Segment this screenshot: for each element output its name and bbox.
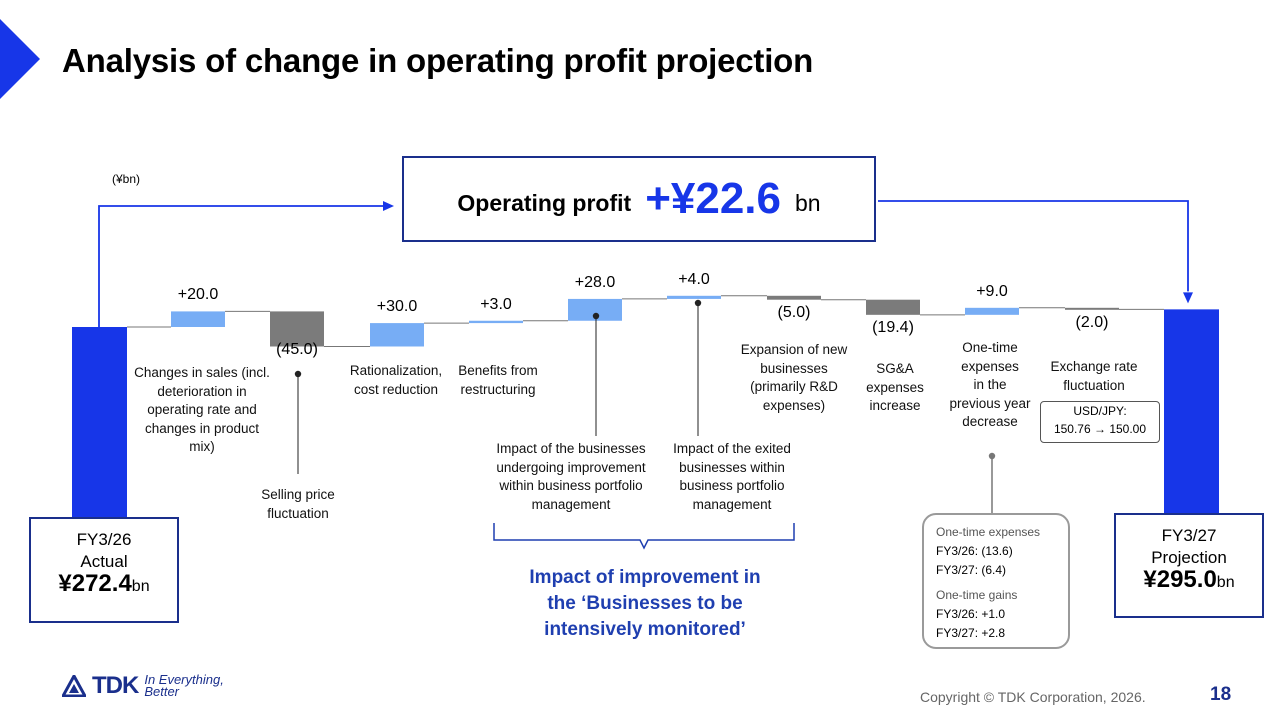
grouping-brace (493, 523, 795, 550)
fx-rate-values: 150.76 → 150.00 (1053, 422, 1147, 436)
waterfall-bar (270, 311, 324, 347)
leader-dot (592, 312, 600, 320)
waterfall-bar (767, 295, 821, 300)
arrow-head-down (1183, 292, 1193, 304)
tdk-emblem-icon (62, 675, 86, 697)
start-unit: bn (131, 578, 150, 595)
page-title: Analysis of change in operating profit p… (62, 42, 814, 79)
waterfall-bar (469, 320, 523, 324)
leader-dot (694, 299, 702, 307)
improvement-note-line: intensively monitored’ (544, 619, 746, 640)
leader-dot (294, 370, 302, 378)
operating-profit-box: Operating profit +¥22.6 bn (402, 156, 876, 242)
waterfall-bar (171, 311, 225, 327)
waterfall-bar (1065, 307, 1119, 310)
end-unit: bn (1216, 574, 1235, 591)
waterfall-bar (568, 298, 622, 321)
leader-dot (988, 452, 996, 460)
logo-tagline: In Everything, Better (144, 672, 224, 699)
one-time-expense-row: FY3/27: (6.4) (936, 563, 1007, 577)
operating-profit-unit: bn (795, 189, 821, 216)
corner-accent (0, 19, 40, 99)
one-time-items-box: One-time expenses FY3/26: (13.6) FY3/27:… (922, 513, 1070, 649)
operating-profit-label: Operating profit (457, 189, 632, 216)
waterfall-bar (965, 307, 1019, 315)
unit-label: (¥bn) (112, 172, 141, 186)
waterfall-bar (667, 295, 721, 299)
one-time-gain-row: FY3/27: +2.8 (936, 626, 1006, 640)
waterfall-bar (866, 299, 920, 315)
one-time-expense-row: FY3/26: (13.6) (936, 544, 1013, 558)
fx-rate-note: USD/JPY: 150.76 → 150.00 (1040, 401, 1160, 443)
waterfall-bar (370, 323, 424, 347)
one-time-gains-title: One-time gains (936, 588, 1018, 602)
start-type: Actual (80, 552, 128, 571)
end-value: ¥295.0 (1143, 566, 1217, 593)
end-period: FY3/27 (1161, 526, 1217, 545)
operating-profit-value: +¥22.6 (645, 174, 781, 223)
logo-wordmark: TDK (92, 672, 139, 699)
end-total-box: FY3/27 Projection ¥295.0bn (1114, 513, 1264, 618)
end-type: Projection (1151, 548, 1227, 567)
one-time-gain-row: FY3/26: +1.0 (936, 607, 1006, 621)
page-number: 18 (1210, 684, 1232, 705)
end-total-bar (1164, 309, 1219, 517)
improvement-note-line: Impact of improvement in (529, 567, 761, 588)
start-period: FY3/26 (76, 530, 132, 549)
improvement-note-line: the ‘Businesses to be (547, 593, 743, 614)
fx-rate-title: USD/JPY: (1073, 404, 1127, 418)
one-time-expenses-title: One-time expenses (936, 525, 1041, 539)
arrow-line-right (878, 200, 1189, 292)
tdk-logo: TDK In Everything, Better (62, 672, 224, 700)
improvement-note: Impact of improvement in the ‘Businesses… (490, 565, 800, 643)
arrow-head-right (383, 201, 394, 211)
copyright: Copyright © TDK Corporation, 2026. (920, 689, 1146, 705)
start-total-box: FY3/26 Actual ¥272.4bn (29, 517, 179, 623)
start-total-bar (72, 327, 127, 517)
arrow-line-left (98, 205, 384, 327)
start-value: ¥272.4 (58, 570, 132, 597)
